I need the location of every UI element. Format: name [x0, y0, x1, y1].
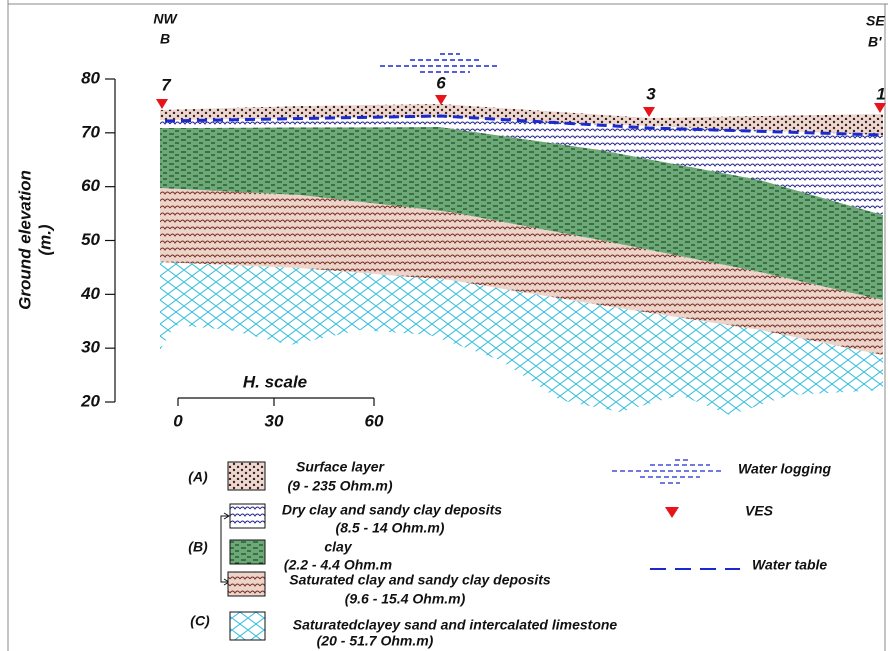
- legend-symbol-label: Water logging: [738, 461, 832, 477]
- legend-label: clay: [324, 539, 352, 555]
- ves-label: 3: [646, 84, 656, 103]
- y-tick-label: 30: [81, 338, 100, 357]
- axis-unit: (m.): [35, 224, 54, 256]
- legend-ves: [665, 507, 679, 518]
- legend-label: Dry clay and sandy clay deposits: [282, 502, 502, 518]
- axis-title: Ground elevation: [15, 170, 34, 310]
- legend-range: (9 - 235 Ohm.m): [287, 478, 392, 494]
- y-tick-label: 60: [81, 176, 100, 195]
- legend-label: Saturated clay and sandy clay deposits: [289, 572, 551, 588]
- legend-group: (B): [188, 539, 208, 555]
- profile-direction: NW: [153, 11, 178, 27]
- ves-label: 1: [876, 84, 885, 103]
- legend-swatch: [228, 462, 265, 490]
- scale-bar: [178, 398, 374, 406]
- legend-swatch: [230, 504, 265, 528]
- legend-swatch: [230, 540, 265, 564]
- cross-section: NW B SE B' 7 6 3 1 Ground elevation (m.)…: [0, 0, 888, 651]
- legend-swatch: [228, 572, 265, 596]
- y-tick-label: 70: [81, 122, 100, 141]
- legend-swatch: [230, 612, 265, 640]
- legend-range: (20 - 51.7 Ohm.m): [317, 633, 434, 649]
- ves-label: 6: [436, 73, 446, 92]
- y-tick-label: 20: [80, 391, 100, 410]
- legend-label: Saturatedclayey sand and intercalated li…: [293, 617, 618, 633]
- legend-group: (C): [190, 613, 210, 629]
- y-tick-label: 50: [81, 230, 100, 249]
- legend-group: (A): [188, 469, 208, 485]
- profile-point: B': [868, 34, 882, 50]
- scale-title: H. scale: [243, 372, 307, 391]
- ves-label: 7: [161, 75, 172, 94]
- profile-direction: SE: [866, 13, 885, 29]
- profile-point: B: [160, 31, 170, 47]
- y-tick-label: 80: [81, 68, 100, 87]
- scale-tick: 30: [265, 411, 284, 430]
- legend-symbol-label: Water table: [752, 557, 827, 573]
- legend-label: Surface layer: [296, 459, 385, 475]
- legend-symbol-label: VES: [745, 503, 774, 519]
- legend-range: (8.5 - 14 Ohm.m): [336, 520, 445, 536]
- scale-tick: 60: [365, 411, 384, 430]
- y-axis: [105, 79, 115, 402]
- scale-tick: 0: [173, 411, 183, 430]
- legend-water-logging: [612, 460, 722, 483]
- legend-range: (2.2 - 4.4 Ohm.m: [284, 557, 392, 573]
- legend-range: (9.6 - 15.4 Ohm.m): [345, 591, 466, 607]
- water-logging-symbol: [380, 54, 500, 72]
- y-tick-label: 40: [80, 284, 100, 303]
